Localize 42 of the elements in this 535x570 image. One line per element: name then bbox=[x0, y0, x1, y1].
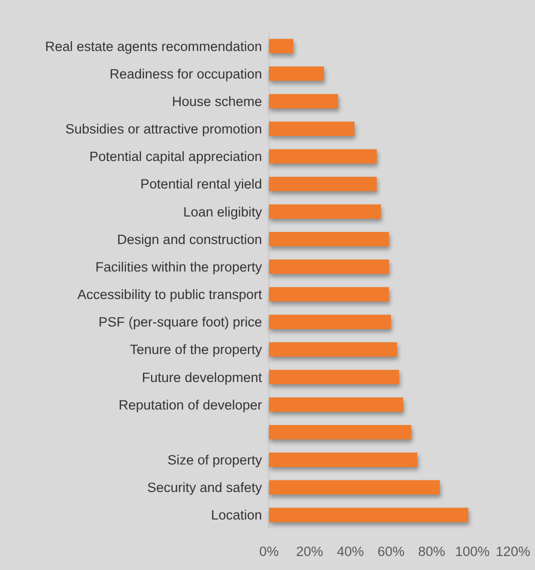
y-tick-label: Location bbox=[210, 508, 262, 523]
bar bbox=[269, 232, 389, 246]
bar bbox=[269, 397, 404, 412]
y-tick-label: Real estate agents recommendation bbox=[45, 38, 262, 54]
bar bbox=[269, 508, 468, 522]
bar bbox=[269, 342, 398, 357]
bar bbox=[269, 425, 412, 440]
y-tick-label: Potential capital appreciation bbox=[89, 149, 262, 164]
y-tick-label: House scheme bbox=[172, 94, 262, 109]
bar bbox=[269, 452, 418, 467]
bar bbox=[269, 480, 440, 495]
x-tick-label: 40% bbox=[336, 544, 364, 559]
y-tick-label: Future development bbox=[142, 370, 262, 385]
x-tick-label: 0% bbox=[259, 544, 279, 559]
y-tick-label: PSF (per-square foot) price bbox=[98, 314, 262, 330]
y-tick-label: Tenure of the property bbox=[130, 342, 262, 358]
x-tick-label: 20% bbox=[296, 544, 324, 559]
bar bbox=[269, 314, 391, 330]
bar bbox=[269, 176, 377, 192]
bar bbox=[269, 260, 389, 274]
y-tick-label: Reputation of developer bbox=[118, 397, 262, 412]
x-tick-label: 120% bbox=[496, 544, 530, 559]
x-tick-label: 80% bbox=[418, 544, 446, 559]
x-tick-label: 100% bbox=[455, 544, 490, 559]
bar bbox=[269, 204, 381, 219]
bar bbox=[269, 370, 400, 384]
x-tick-label: 60% bbox=[377, 544, 405, 559]
bar bbox=[269, 287, 389, 302]
bar bbox=[269, 66, 324, 81]
y-tick-label: Design and construction bbox=[117, 232, 262, 247]
y-tick-label: Readiness for occupation bbox=[110, 66, 262, 82]
y-tick-label: Size of property bbox=[167, 452, 262, 468]
y-tick-label: Potential rental yield bbox=[140, 176, 262, 192]
bar bbox=[269, 122, 354, 136]
bar bbox=[269, 38, 294, 54]
y-tick-label: Accessibility to public transport bbox=[77, 287, 262, 302]
y-tick-label: Security and safety bbox=[147, 480, 262, 496]
bar bbox=[269, 149, 377, 164]
y-tick-label: Subsidies or attractive promotion bbox=[65, 122, 262, 137]
y-tick-label: Loan eligibity bbox=[183, 204, 262, 220]
bar bbox=[269, 94, 338, 108]
y-tick-label: Facilities within the property bbox=[95, 259, 262, 274]
